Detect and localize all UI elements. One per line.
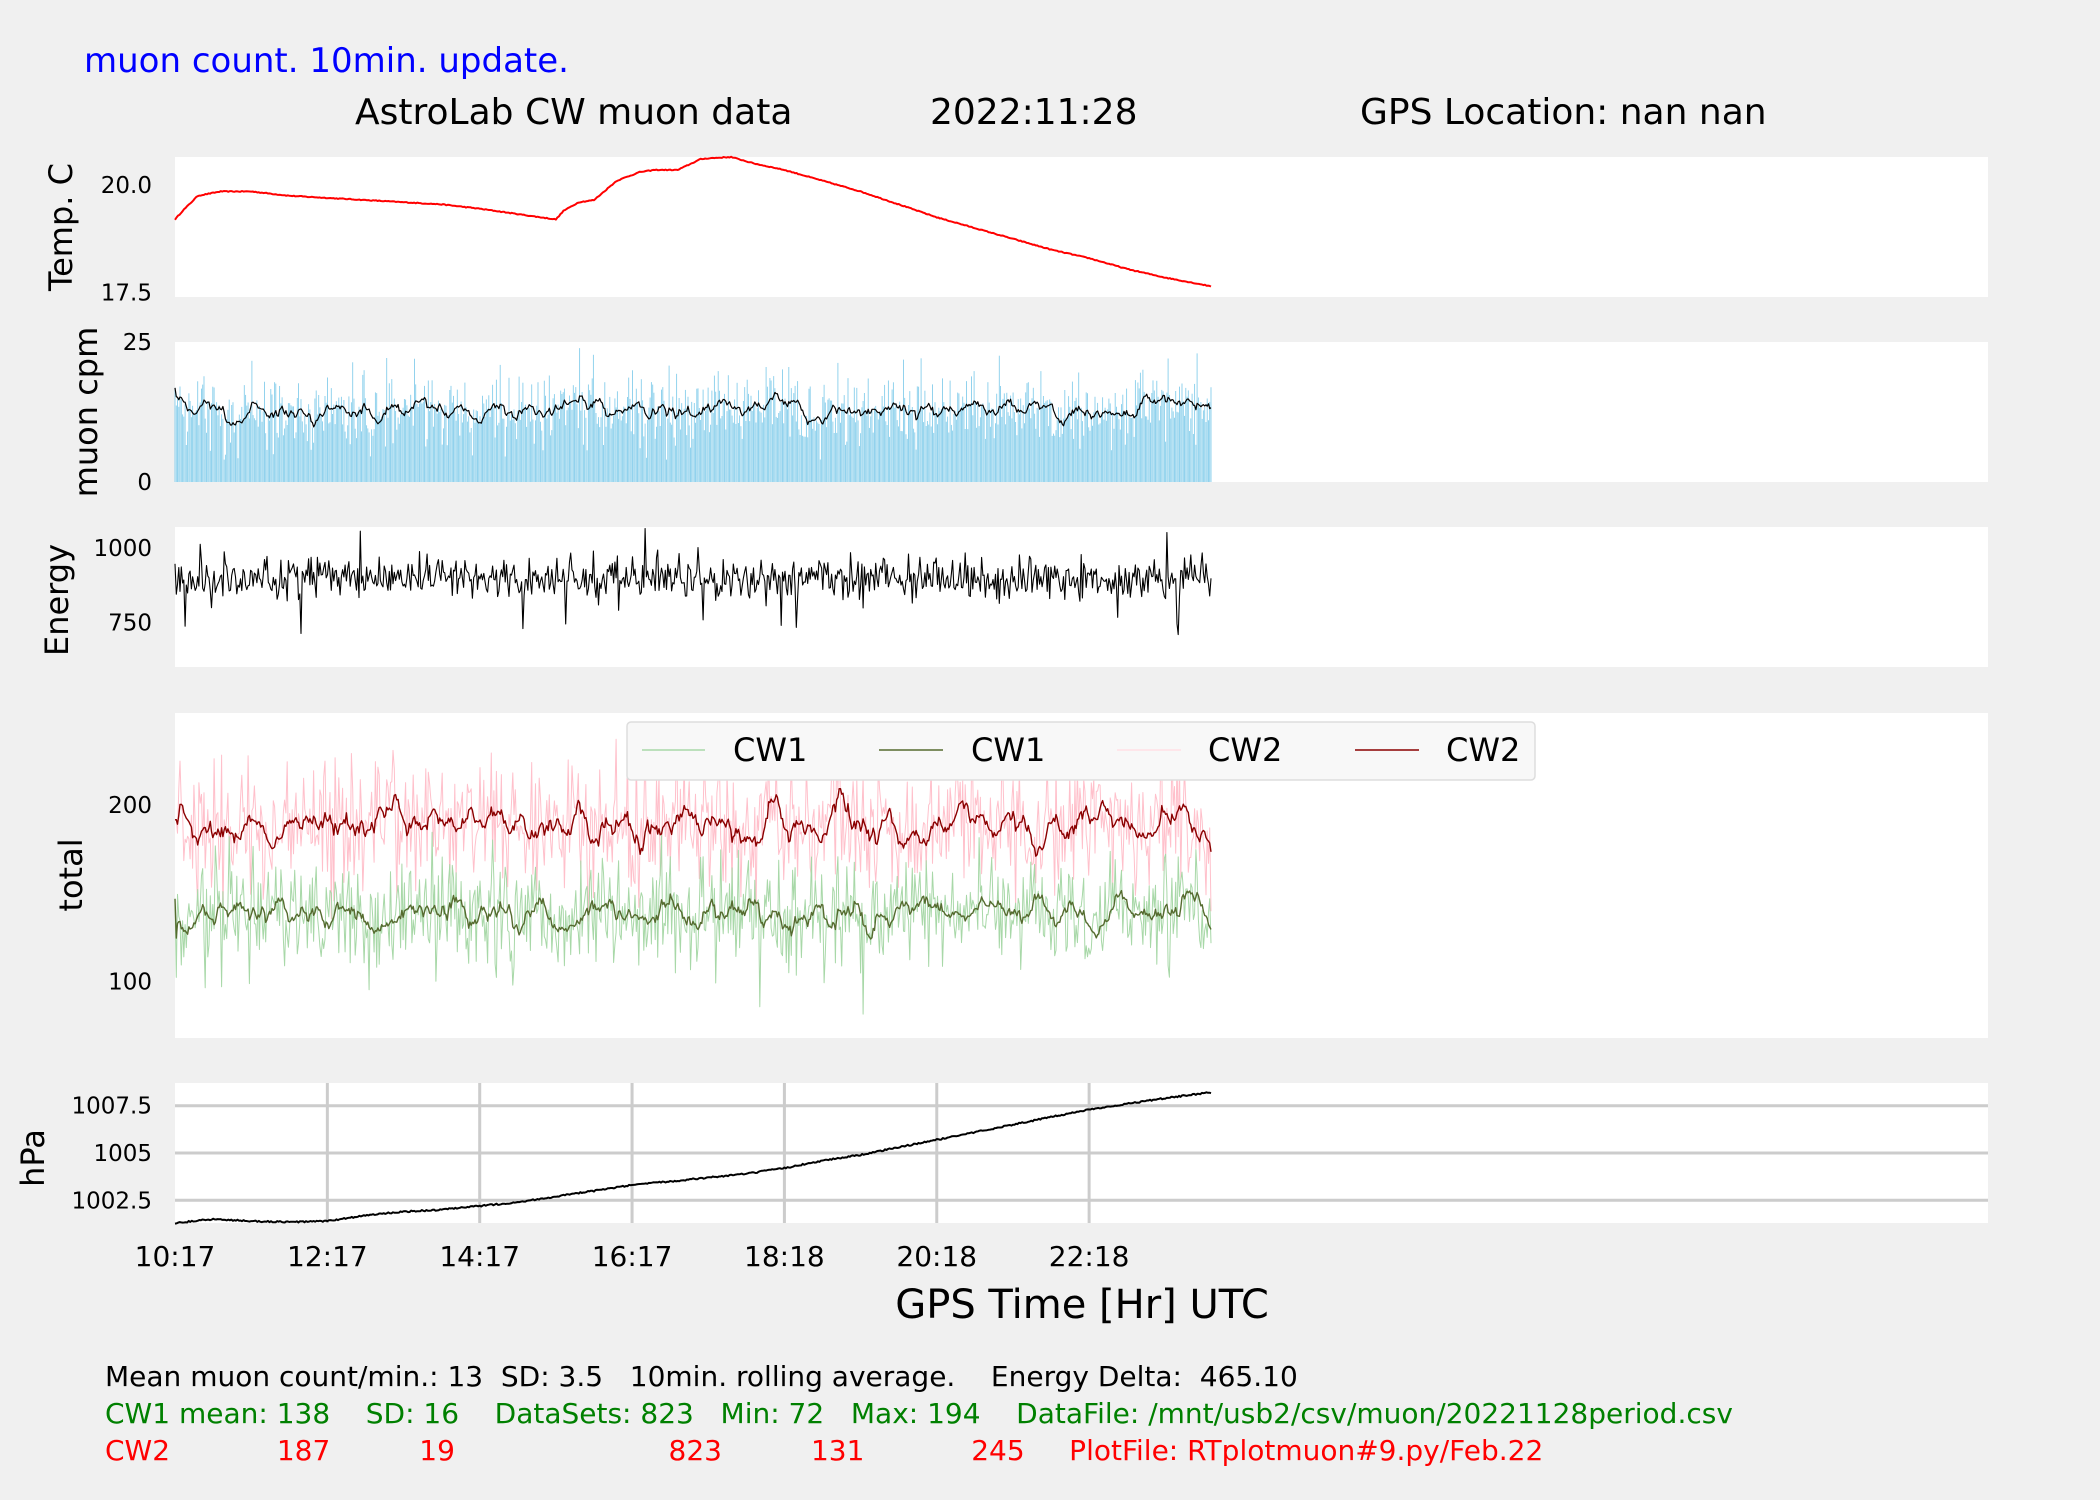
legend-label-cw1-avg: CW1: [971, 731, 1045, 769]
temperature-panel-bg: [175, 157, 1988, 297]
x-tick-label: 14:17: [439, 1240, 520, 1273]
ytick-label-muon_cpm: 25: [123, 330, 152, 356]
temperature-panel: 17.5 20.0 Temp. C: [42, 155, 1988, 307]
energy-ylabel: Energy: [38, 544, 76, 656]
energy-line: [174, 527, 1212, 636]
x-tick-label: 16:17: [592, 1240, 673, 1273]
legend-label-cw2-avg: CW2: [1446, 731, 1520, 769]
update-label: muon count. 10min. update.: [84, 41, 569, 81]
legend-label-cw1-raw: CW1: [733, 731, 807, 769]
cw2-average-line: [174, 788, 1212, 857]
ytick-label-pressure: 1007.5: [72, 1094, 152, 1120]
footer-cw2-stats: CW2 187 19 823 131 245 PlotFile: RTplotm…: [105, 1434, 1544, 1467]
totals-panel: 100 200 total CW1 CW1 CW2 CW2: [52, 713, 1988, 1038]
x-axis-ticks: 10:17 12:17 14:17 16:17 18:18 20:18 22:18: [135, 1240, 1130, 1273]
ytick-label-pressure: 1005: [93, 1141, 152, 1167]
ytick-label-totals: 200: [108, 793, 152, 819]
gps-location: GPS Location: nan nan: [1360, 92, 1767, 133]
totals-ylabel: total: [52, 838, 90, 911]
energy-panel: 750 1000 Energy: [38, 527, 1988, 667]
pressure-ylabel: hPa: [14, 1129, 52, 1187]
chart-date: 2022:11:28: [930, 92, 1138, 133]
ytick-label-temperature: 20.0: [101, 173, 152, 199]
footer-summary: Mean muon count/min.: 13 SD: 3.5 10min. …: [105, 1360, 1298, 1393]
ytick-label-muon_cpm: 0: [137, 470, 152, 496]
x-tick-label: 12:17: [287, 1240, 368, 1273]
muon-cpm-panel: 0 25 muon cpm: [67, 327, 1988, 498]
temperature-line: [174, 155, 1212, 288]
legend-label-cw2-raw: CW2: [1208, 731, 1282, 769]
energy-panel-bg: [175, 527, 1988, 667]
legend-box: [626, 721, 1536, 781]
ytick-label-energy: 1000: [93, 536, 152, 562]
ytick-label-totals: 100: [108, 969, 152, 995]
ytick-label-temperature: 17.5: [101, 281, 152, 307]
ytick-label-energy: 750: [108, 610, 152, 636]
x-axis-label: GPS Time [Hr] UTC: [895, 1282, 1269, 1328]
chart-title: AstroLab CW muon data: [355, 92, 792, 133]
cw1-average-line: [174, 889, 1212, 940]
ytick-label-pressure: 1002.5: [72, 1188, 152, 1214]
muon-cpm-ylabel: muon cpm: [67, 327, 105, 498]
footer-cw1-stats: CW1 mean: 138 SD: 16 DataSets: 823 Min: …: [105, 1397, 1733, 1430]
temperature-ylabel: Temp. C: [42, 163, 80, 292]
muon-rolling-average-line: [174, 387, 1212, 428]
pressure-panel: 1002.5 1005 1007.5 hPa: [14, 1083, 1988, 1225]
x-tick-label: 18:18: [744, 1240, 825, 1273]
x-tick-label: 20:18: [896, 1240, 977, 1273]
x-tick-label: 22:18: [1049, 1240, 1130, 1273]
cw2-raw-line: [174, 724, 1212, 925]
x-tick-label: 10:17: [135, 1240, 216, 1273]
cw1-raw-line: [174, 831, 1212, 1015]
pressure-line: [174, 1091, 1212, 1225]
totals-legend: CW1 CW1 CW2 CW2: [626, 721, 1536, 781]
